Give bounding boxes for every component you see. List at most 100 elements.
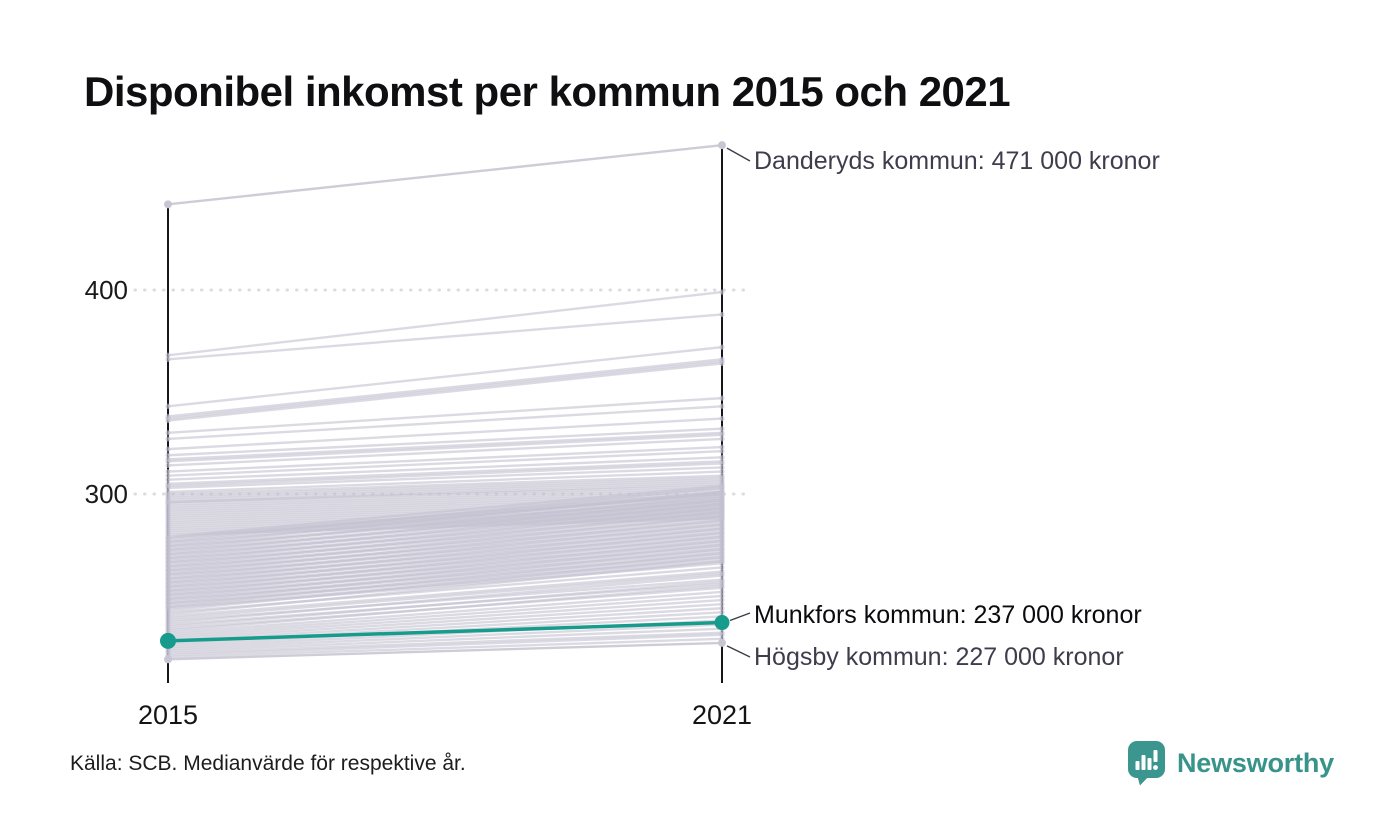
hogsby-line (167, 641, 723, 661)
leader-hogsby (726, 645, 751, 658)
line-endpoint (165, 458, 171, 464)
municipality-line (167, 574, 723, 624)
line-endpoint (719, 546, 725, 552)
line-endpoint (165, 547, 171, 553)
line-endpoint (719, 432, 725, 438)
leader-munkfors (729, 612, 751, 622)
line-endpoint (719, 573, 725, 579)
municipality-line (167, 594, 723, 636)
line-endpoint (719, 579, 725, 585)
line-endpoint (165, 543, 171, 549)
municipality-line (167, 360, 723, 420)
line-endpoint (719, 605, 725, 611)
line-endpoint (165, 446, 171, 452)
danderyd-line-dot-2021 (718, 141, 726, 150)
municipality-line (167, 523, 723, 572)
municipality-line (167, 427, 723, 457)
line-endpoint (719, 497, 725, 503)
municipality-line (167, 431, 723, 461)
line-endpoint (719, 538, 725, 544)
municipality-line (167, 313, 723, 361)
line-endpoint (719, 448, 725, 454)
line-endpoint (719, 517, 725, 524)
municipality-line (167, 466, 723, 490)
line-endpoint (719, 530, 725, 536)
municipality-line (167, 547, 723, 597)
line-endpoint (165, 600, 171, 606)
line-endpoint (719, 597, 725, 603)
municipality-line (167, 470, 723, 494)
danderyd-line (167, 143, 723, 206)
munkfors-dot-2015 (160, 632, 176, 649)
municipality-line (167, 633, 723, 657)
line-endpoint (719, 289, 725, 295)
municipality-line (167, 456, 723, 481)
municipality-line (167, 637, 723, 659)
municipality-line (167, 345, 723, 408)
municipality-line (167, 449, 723, 477)
municipality-line (167, 396, 723, 434)
line-endpoint (719, 395, 725, 401)
line-endpoint (165, 356, 171, 362)
line-endpoint (719, 554, 725, 560)
municipality-line (167, 570, 723, 618)
line-endpoint (719, 513, 725, 520)
line-endpoint (719, 485, 725, 491)
municipality-line (167, 488, 723, 508)
municipality-line (167, 478, 723, 500)
line-endpoint (165, 584, 171, 590)
municipality-line (167, 590, 723, 634)
line-endpoint (719, 632, 725, 638)
annotation-danderyd: Danderyds kommun: 471 000 kronor (754, 147, 1160, 175)
line-endpoint (165, 403, 171, 409)
municipality-line (167, 480, 723, 502)
municipality-line (167, 623, 723, 651)
line-endpoint (719, 593, 725, 599)
leader-danderyd (726, 147, 751, 162)
line-endpoint (719, 415, 725, 422)
line-endpoint (165, 588, 171, 594)
municipality-line (167, 511, 723, 560)
line-endpoint (719, 583, 725, 589)
municipality-line (167, 290, 723, 357)
municipality-line (167, 584, 723, 632)
munkfors-line (167, 620, 723, 643)
y-tick-300: 300 (84, 479, 128, 509)
municipality-line (167, 498, 723, 548)
line-endpoint (719, 403, 725, 409)
municipality-line (167, 474, 723, 496)
municipality-line (167, 602, 723, 641)
municipality-line (167, 437, 723, 467)
municipality-line (167, 543, 723, 593)
x-tick-2021: 2021 (691, 700, 753, 730)
line-endpoint (719, 468, 725, 475)
municipality-line (167, 527, 723, 576)
municipality-line (167, 560, 723, 609)
line-endpoint (719, 589, 725, 595)
municipality-line (167, 507, 723, 556)
line-endpoint (719, 550, 725, 556)
line-endpoint (165, 559, 171, 565)
municipality-line (167, 490, 723, 540)
line-endpoint (165, 551, 171, 557)
line-endpoint (719, 360, 725, 367)
newsworthy-logo: Newsworthy (1127, 740, 1334, 786)
line-endpoint (719, 454, 725, 460)
line-endpoint (165, 592, 171, 598)
source-note: Källa: SCB. Medianvärde för respektive å… (70, 752, 466, 775)
municipality-line (167, 539, 723, 589)
municipality-line (167, 627, 723, 653)
line-endpoint (719, 460, 725, 466)
line-endpoint (165, 539, 171, 545)
line-endpoint (719, 601, 725, 607)
line-endpoint (165, 352, 171, 358)
line-endpoint (165, 462, 171, 469)
municipality-line (167, 598, 723, 638)
municipality-line (167, 515, 723, 564)
line-endpoint (719, 311, 725, 318)
line-endpoint (719, 534, 725, 540)
municipality-line (167, 551, 723, 601)
municipality-line (167, 572, 723, 620)
line-endpoint (165, 571, 171, 578)
